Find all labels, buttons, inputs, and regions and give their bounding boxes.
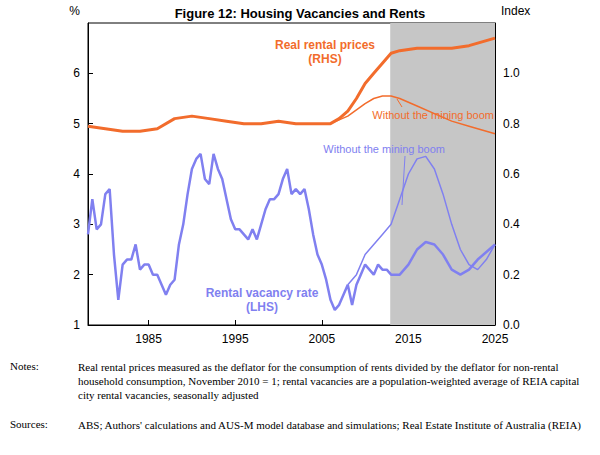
svg-text:2015: 2015: [395, 332, 422, 346]
svg-text:2005: 2005: [308, 332, 335, 346]
svg-text:(RHS): (RHS): [308, 52, 341, 66]
svg-text:0.0: 0.0: [503, 318, 520, 332]
svg-text:Figure 12: Housing Vacancies a: Figure 12: Housing Vacancies and Rents: [175, 6, 426, 21]
svg-text:0.2: 0.2: [503, 268, 520, 282]
svg-text:Rental vacancy rate: Rental vacancy rate: [206, 286, 319, 300]
svg-text:%: %: [69, 4, 80, 18]
svg-text:0.6: 0.6: [503, 167, 520, 181]
svg-text:Index: Index: [501, 4, 530, 18]
svg-text:Without the mining boom: Without the mining boom: [372, 109, 494, 121]
svg-text:Without the mining boom: Without the mining boom: [323, 143, 445, 155]
svg-text:3: 3: [73, 217, 80, 231]
svg-text:1: 1: [73, 318, 80, 332]
svg-text:2025: 2025: [482, 332, 509, 346]
svg-text:Real rental prices measured as: Real rental prices measured as the defla…: [78, 361, 561, 373]
svg-text:6: 6: [73, 66, 80, 80]
svg-text:Notes:: Notes:: [10, 360, 39, 372]
svg-text:Sources:: Sources:: [10, 418, 48, 430]
svg-text:1995: 1995: [222, 332, 249, 346]
svg-text:ABS; Authors' calculations and: ABS; Authors' calculations and AUS-M mod…: [78, 419, 581, 432]
svg-text:4: 4: [73, 167, 80, 181]
svg-text:1.0: 1.0: [503, 66, 520, 80]
svg-text:city rental vacancies, seasona: city rental vacancies, seasonally adjust…: [78, 389, 259, 401]
svg-text:2: 2: [73, 268, 80, 282]
svg-text:1985: 1985: [135, 332, 162, 346]
svg-text:5: 5: [73, 117, 80, 131]
svg-text:household consumption, Novembe: household consumption, November 2010 = 1…: [78, 375, 582, 387]
svg-text:0.8: 0.8: [503, 117, 520, 131]
svg-text:(LHS): (LHS): [246, 300, 278, 314]
svg-text:0.4: 0.4: [503, 217, 520, 231]
svg-text:Real rental prices: Real rental prices: [275, 38, 375, 52]
